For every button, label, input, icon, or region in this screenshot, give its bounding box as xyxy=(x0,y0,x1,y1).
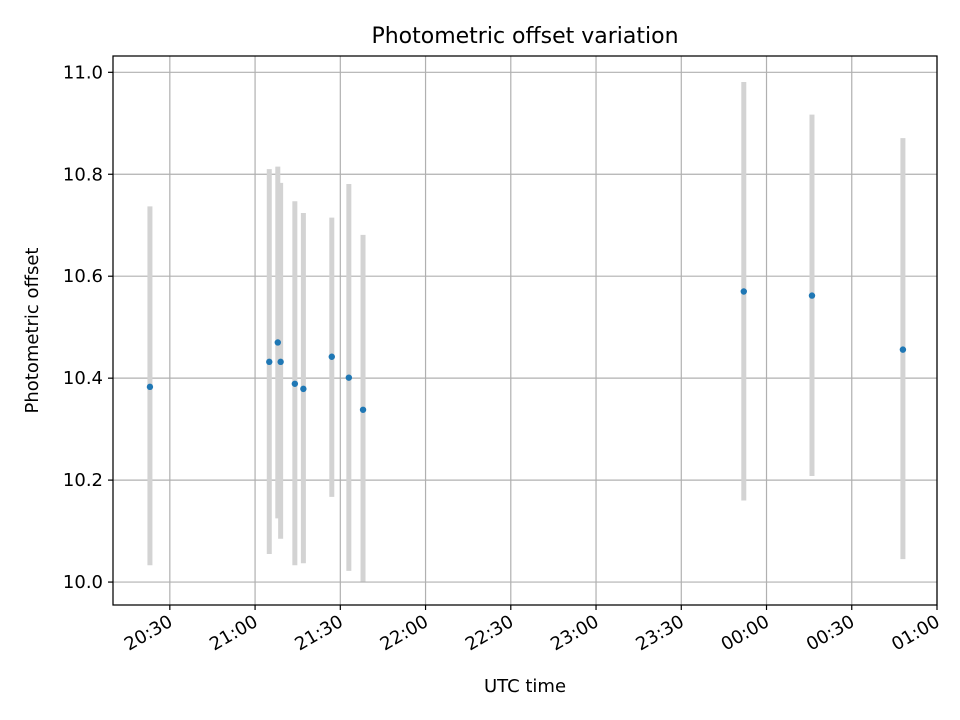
x-tick-label: 21:00 xyxy=(206,611,261,655)
error-bars xyxy=(147,81,906,582)
x-tick-label: 01:00 xyxy=(888,611,943,655)
x-tick-label: 23:30 xyxy=(632,611,687,655)
data-point xyxy=(277,358,284,366)
data-point xyxy=(345,374,353,381)
data-point xyxy=(146,383,154,391)
data-point xyxy=(300,385,307,393)
x-tick-label: 00:30 xyxy=(803,611,858,655)
x-tick-label: 23:00 xyxy=(547,611,602,655)
data-point xyxy=(899,346,907,353)
x-tick-label: 22:30 xyxy=(462,611,517,655)
data-point xyxy=(274,339,281,346)
y-tick-label: 10.0 xyxy=(63,572,103,593)
y-tick-label: 10.6 xyxy=(63,266,103,287)
y-axis-ticks: 10.0 10.2 10.4 10.6 10.8 11.0 xyxy=(63,62,113,593)
data-point xyxy=(291,380,299,387)
x-axis-ticks: 20:30 21:00 21:30 22:00 22:30 23:00 23:30 00:00… xyxy=(121,605,944,655)
data-point xyxy=(359,406,367,413)
chart-title: Photometric offset variation xyxy=(371,24,678,49)
y-tick-label: 11.0 xyxy=(63,62,103,83)
y-tick-label: 10.8 xyxy=(63,164,103,185)
data-point xyxy=(740,288,747,295)
data-point xyxy=(808,292,816,299)
x-tick-label: 21:30 xyxy=(291,611,346,655)
y-tick-label: 10.2 xyxy=(63,470,103,491)
plot-frame xyxy=(112,55,938,606)
grid-lines xyxy=(113,56,938,605)
data-points xyxy=(146,288,907,413)
data-point xyxy=(266,358,273,366)
x-tick-label: 22:00 xyxy=(377,611,432,655)
x-tick-label: 00:00 xyxy=(718,611,773,655)
data-point xyxy=(328,353,335,360)
x-axis-label: UTC time xyxy=(484,676,566,697)
x-tick-label: 20:30 xyxy=(121,611,176,655)
y-tick-label: 10.4 xyxy=(63,368,103,389)
y-axis-label: Photometric offset xyxy=(22,248,43,414)
